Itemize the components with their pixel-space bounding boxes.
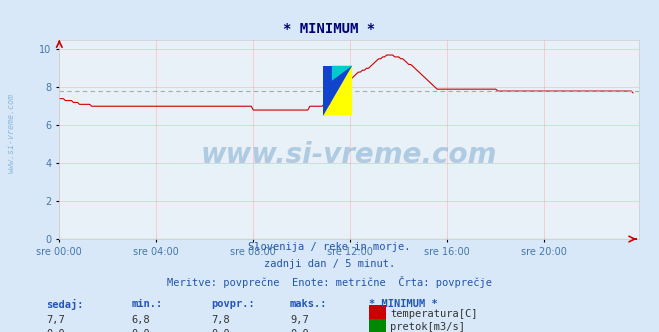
Text: Meritve: povprečne  Enote: metrične  Črta: povprečje: Meritve: povprečne Enote: metrične Črta:… bbox=[167, 276, 492, 288]
Text: sedaj:: sedaj: bbox=[46, 299, 84, 310]
Text: 7,8: 7,8 bbox=[211, 315, 229, 325]
Polygon shape bbox=[332, 66, 352, 81]
Text: 7,7: 7,7 bbox=[46, 315, 65, 325]
Polygon shape bbox=[323, 66, 352, 116]
Text: zadnji dan / 5 minut.: zadnji dan / 5 minut. bbox=[264, 259, 395, 269]
Text: * MINIMUM *: * MINIMUM * bbox=[283, 22, 376, 36]
Text: pretok[m3/s]: pretok[m3/s] bbox=[390, 322, 465, 332]
Text: Slovenija / reke in morje.: Slovenija / reke in morje. bbox=[248, 242, 411, 252]
Text: 0,0: 0,0 bbox=[290, 329, 308, 332]
Polygon shape bbox=[323, 66, 352, 116]
Text: www.si-vreme.com: www.si-vreme.com bbox=[201, 141, 498, 169]
Text: temperatura[C]: temperatura[C] bbox=[390, 309, 478, 319]
Text: 0,0: 0,0 bbox=[46, 329, 65, 332]
Text: www.si-vreme.com: www.si-vreme.com bbox=[7, 93, 16, 173]
Text: maks.:: maks.: bbox=[290, 299, 328, 309]
Text: 0,0: 0,0 bbox=[132, 329, 150, 332]
Text: 0,0: 0,0 bbox=[211, 329, 229, 332]
Text: povpr.:: povpr.: bbox=[211, 299, 254, 309]
Text: 9,7: 9,7 bbox=[290, 315, 308, 325]
Text: 6,8: 6,8 bbox=[132, 315, 150, 325]
Text: min.:: min.: bbox=[132, 299, 163, 309]
Text: * MINIMUM *: * MINIMUM * bbox=[369, 299, 438, 309]
